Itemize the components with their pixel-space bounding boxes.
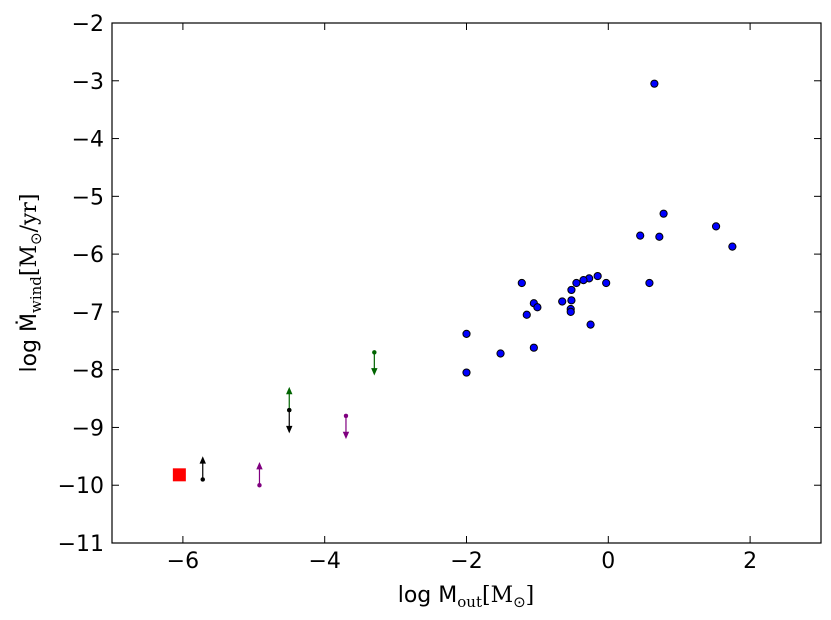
data-point-square [172,468,186,482]
y-tick-label: −3 [72,70,104,95]
y-tick-label: −4 [72,128,104,153]
limit-arrow-head [371,368,378,376]
y-tick-label: −10 [58,474,104,499]
data-point [650,79,659,88]
data-point [655,232,664,241]
limit-point [287,407,292,413]
data-point [659,209,668,218]
y-tick-label: −8 [72,359,104,384]
data-point [462,329,471,338]
y-tick-label: −6 [72,243,104,268]
data-point [711,222,721,231]
data-point [558,297,567,306]
x-tick-label: 0 [601,549,615,574]
data-point [529,343,538,352]
ticks-layer: −6 −4 −2 0 2 −11 −10 −9 −8 −7 −6 −5 −4 −3 −2 [58,12,821,574]
x-tick-label: −4 [308,549,340,574]
y-tick-label: −9 [72,416,104,441]
data-point [572,278,581,288]
y-tick-label: −11 [58,532,104,557]
data-point [586,320,595,329]
data-point [593,271,602,281]
limit-point [200,477,206,482]
data-point [579,276,588,285]
limit-arrow-head [286,386,293,395]
data-point [636,231,645,240]
limit-arrow-head [342,431,350,440]
data-point [533,303,542,312]
y-tick-label: −7 [72,301,104,326]
marks-layer [172,79,737,488]
data-point [462,368,471,377]
limit-arrow-head [256,461,263,470]
x-tick-label: −2 [450,549,482,574]
x-axis-label: log Mout[M⊙] [398,583,535,611]
data-point [645,278,654,288]
data-point [567,285,576,295]
data-point [517,278,526,288]
limit-point [343,413,349,419]
data-point [566,307,575,316]
limit-point [372,350,377,355]
plot-area [111,22,822,544]
data-point [496,349,505,358]
limit-point [257,482,262,488]
x-tick-label: −6 [167,549,199,574]
y-axis-label: log Ṁwind[M⊙/yr] [16,193,45,372]
limit-arrow-head [199,456,206,464]
y-tick-label: −5 [72,185,104,210]
data-point [567,296,576,305]
data-point [602,278,611,288]
x-tick-label: 2 [743,549,757,574]
data-point [522,310,531,319]
limit-arrow-head [286,425,293,434]
y-tick-label: −2 [72,12,104,37]
data-point [728,242,737,251]
